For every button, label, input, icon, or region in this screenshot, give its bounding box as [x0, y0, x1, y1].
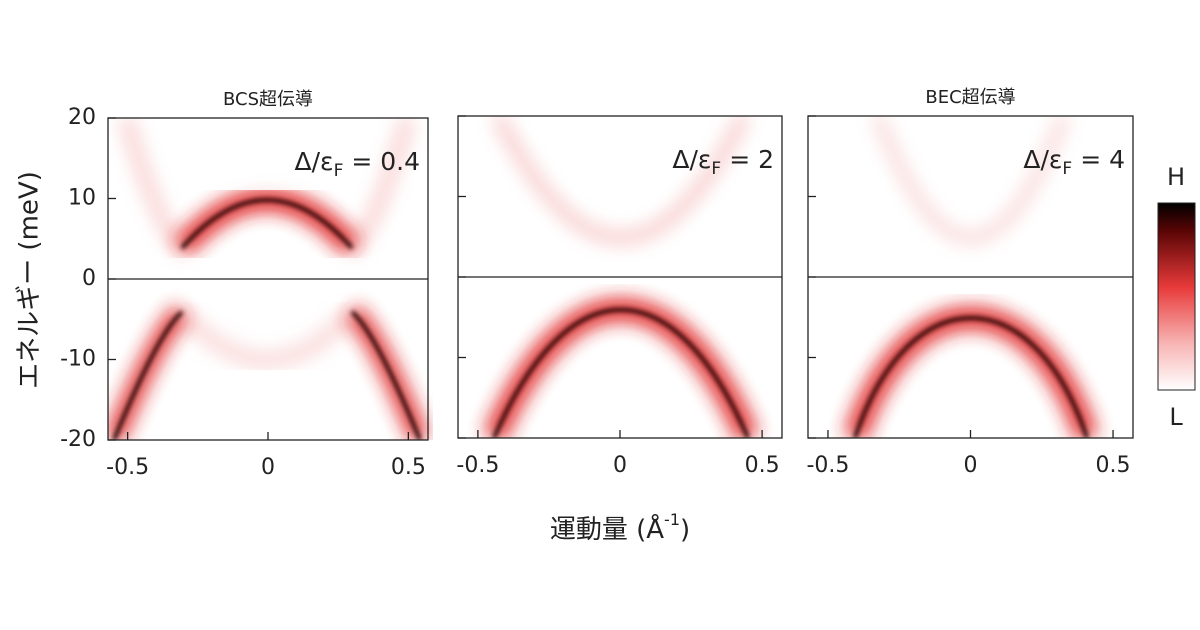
annotation-text: Δ/ε: [1023, 145, 1062, 174]
y-tick-label: -20: [60, 427, 96, 452]
y-tick-label: 10: [68, 186, 96, 211]
panel-title: BEC超伝導: [925, 87, 1015, 108]
annotation-subscript: F: [1062, 159, 1072, 179]
x-axis-label-end: ): [680, 515, 690, 545]
colorbar: [1157, 202, 1196, 391]
x-tick-label: -0.5: [106, 455, 149, 480]
x-tick-label: -0.5: [456, 453, 499, 478]
panel-annotation: Δ/εF = 4: [1023, 145, 1125, 179]
x-tick-label: 0.5: [391, 455, 426, 480]
x-tick-label: 0.5: [745, 453, 780, 478]
colorbar-low-label: L: [1169, 403, 1183, 431]
annotation-text: Δ/ε: [672, 145, 711, 174]
annotation-subscript: F: [711, 159, 721, 179]
x-tick-label: -0.5: [806, 453, 849, 478]
annotation-subscript: F: [334, 161, 344, 181]
spectral-map: [843, 116, 1099, 438]
x-axis-label: 運動量 (Å-1): [550, 510, 690, 545]
annotation-rest: = 2: [729, 145, 774, 174]
x-axis-label-superscript: -1: [664, 510, 680, 529]
x-tick-label: 0: [964, 453, 978, 478]
x-axis-label-text: 運動量 (Å: [550, 513, 664, 545]
annotation-text: Δ/ε: [295, 147, 334, 176]
spectral-map: [108, 118, 430, 440]
spectral-map: [482, 116, 760, 438]
panel-title: BCS超伝導: [223, 89, 313, 110]
y-tick-label: -10: [60, 347, 96, 372]
annotation-rest: = 0.4: [351, 147, 420, 176]
x-tick-label: 0: [261, 455, 275, 480]
colorbar-high-label: H: [1167, 163, 1185, 191]
x-tick-label: 0: [613, 453, 627, 478]
panel-annotation: Δ/εF = 0.4: [295, 147, 420, 181]
y-axis-label: エネルギー (meV): [15, 171, 45, 389]
y-tick-label: 20: [68, 105, 96, 130]
annotation-rest: = 4: [1080, 145, 1125, 174]
panel-annotation: Δ/εF = 2: [672, 145, 774, 179]
x-tick-label: 0.5: [1096, 453, 1131, 478]
y-tick-label: 0: [82, 266, 96, 291]
